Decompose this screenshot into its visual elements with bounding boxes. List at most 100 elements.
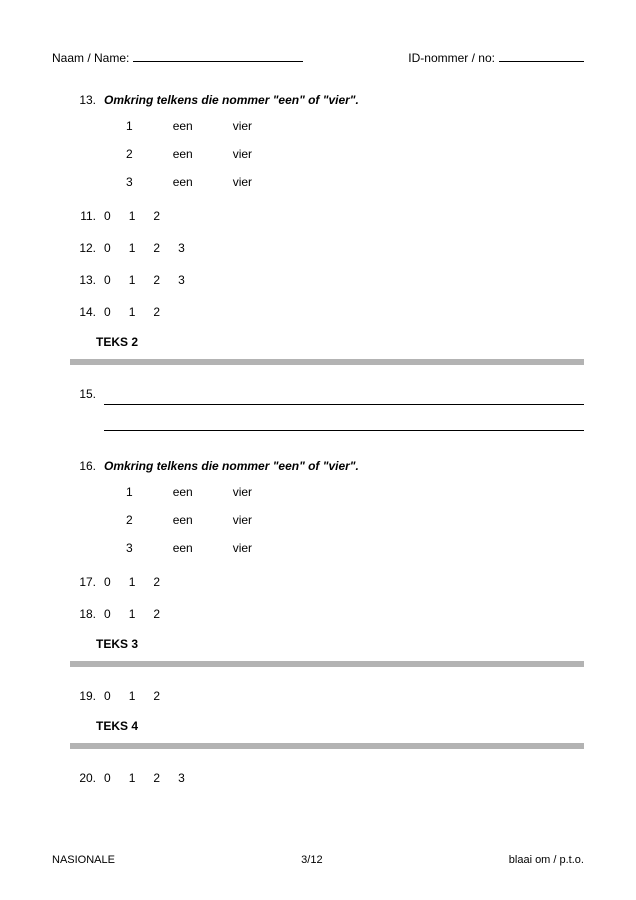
score-value[interactable]: 0 — [104, 239, 111, 257]
divider — [70, 661, 584, 667]
score-choices: 012 — [104, 605, 584, 623]
option-b[interactable]: vier — [233, 539, 252, 557]
sub-options: 1eenvier2eenvier3eenvier — [104, 117, 584, 191]
score-value[interactable]: 2 — [153, 687, 160, 705]
score-row: 14.012 — [70, 303, 584, 331]
text3-label: TEKS 3 — [96, 637, 584, 651]
row-num: 18. — [70, 605, 104, 633]
q-num: 15. — [70, 385, 104, 453]
q-num: 16. — [70, 457, 104, 567]
text4-label: TEKS 4 — [96, 719, 584, 733]
option-row: 1 een vier — [126, 117, 584, 135]
score-value[interactable]: 1 — [129, 207, 136, 225]
id-label: ID-nommer / no: — [408, 51, 495, 65]
option-b[interactable]: vier — [233, 145, 252, 163]
score-value[interactable]: 0 — [104, 605, 111, 623]
score-row: 11.012 — [70, 207, 584, 235]
option-row: 3eenvier — [126, 173, 584, 191]
option-a[interactable]: een — [173, 173, 193, 191]
row-num: 12. — [70, 239, 104, 267]
score-value[interactable]: 1 — [129, 769, 136, 787]
score-value[interactable]: 1 — [129, 239, 136, 257]
name-blank — [133, 50, 303, 62]
score-value[interactable]: 3 — [178, 769, 185, 787]
score-value[interactable]: 1 — [129, 303, 136, 321]
content: 13. Omkring telkens die nommer "een" of … — [52, 91, 584, 797]
score-value[interactable]: 3 — [178, 271, 185, 289]
q-body: Omkring telkens die nommer "een" of "vie… — [104, 91, 584, 201]
score-value[interactable]: 0 — [104, 207, 111, 225]
score-value[interactable]: 2 — [153, 573, 160, 591]
q16: 16. Omkring telkens die nommer "een" of … — [70, 457, 584, 567]
score-row: 12.0123 — [70, 239, 584, 267]
sub-options: 1eenvier2eenvier3eenvier — [104, 483, 584, 557]
score-value[interactable]: 1 — [129, 605, 136, 623]
score-value[interactable]: 2 — [153, 769, 160, 787]
footer-left: NASIONALE — [52, 854, 115, 866]
option-row: 3 een vier — [126, 539, 584, 557]
q-body: Omkring telkens die nommer "een" of "vie… — [104, 457, 584, 567]
score-choices: 0123 — [104, 239, 584, 257]
q-prompt: Omkring telkens die nommer "een" of "vie… — [104, 457, 584, 475]
score-value[interactable]: 2 — [153, 207, 160, 225]
option-label: 1 — [126, 117, 133, 135]
option-label: 2 — [126, 145, 133, 163]
option-b[interactable]: vier — [233, 511, 252, 529]
option-label: 1 — [126, 483, 133, 501]
option-row: 2eenvier — [126, 511, 584, 529]
score-value[interactable]: 0 — [104, 573, 111, 591]
score-row: 19.012 — [70, 687, 584, 715]
answer-lines — [104, 385, 584, 437]
rows-block-4: 20.0123 — [70, 769, 584, 797]
id-blank — [499, 50, 584, 62]
score-choices: 0123 — [104, 769, 584, 787]
option-a[interactable]: een — [173, 511, 193, 529]
score-choices: 012 — [104, 207, 584, 225]
row-num: 13. — [70, 271, 104, 299]
score-value[interactable]: 2 — [153, 303, 160, 321]
row-num: 20. — [70, 769, 104, 797]
option-a[interactable]: een — [173, 117, 193, 135]
score-value[interactable]: 2 — [153, 605, 160, 623]
q-prompt: Omkring telkens die nommer "een" of "vie… — [104, 91, 584, 109]
rows-block-3: 19.012 — [70, 687, 584, 715]
score-value[interactable]: 1 — [129, 687, 136, 705]
page: Naam / Name: ID-nommer / no: 13. Omkring… — [0, 0, 636, 900]
option-b[interactable]: vier — [233, 483, 252, 501]
row-body: 012 — [104, 687, 584, 715]
score-choices: 012 — [104, 687, 584, 705]
option-row: 2 een vier — [126, 145, 584, 163]
header-left: Naam / Name: — [52, 50, 303, 65]
score-value[interactable]: 0 — [104, 687, 111, 705]
score-value[interactable]: 3 — [178, 239, 185, 257]
option-a[interactable]: een — [173, 539, 193, 557]
score-value[interactable]: 1 — [129, 271, 136, 289]
rows-block-2: 17.012 18.012 — [70, 573, 584, 633]
score-value[interactable]: 0 — [104, 271, 111, 289]
footer: NASIONALE 3/12 blaai om / p.t.o. — [52, 854, 584, 866]
score-choices: 012 — [104, 573, 584, 591]
divider — [70, 359, 584, 365]
header-row: Naam / Name: ID-nommer / no: — [52, 50, 584, 65]
option-b[interactable]: vier — [233, 173, 252, 191]
divider — [70, 743, 584, 749]
score-value[interactable]: 2 — [153, 271, 160, 289]
name-label: Naam / Name: — [52, 51, 129, 65]
score-row: 20.0123 — [70, 769, 584, 797]
score-value[interactable]: 0 — [104, 769, 111, 787]
option-a[interactable]: een — [173, 145, 193, 163]
score-row: 17.012 — [70, 573, 584, 601]
score-choices: 012 — [104, 303, 584, 321]
answer-line — [104, 385, 584, 405]
row-body: 0123 — [104, 769, 584, 797]
score-row: 13.0123 — [70, 271, 584, 299]
score-choices: 0123 — [104, 271, 584, 289]
score-value[interactable]: 2 — [153, 239, 160, 257]
option-label: 3 — [126, 539, 133, 557]
footer-right: blaai om / p.t.o. — [509, 854, 584, 866]
score-row: 18.012 — [70, 605, 584, 633]
option-a[interactable]: een — [173, 483, 193, 501]
score-value[interactable]: 0 — [104, 303, 111, 321]
option-b[interactable]: vier — [233, 117, 252, 135]
score-value[interactable]: 1 — [129, 573, 136, 591]
